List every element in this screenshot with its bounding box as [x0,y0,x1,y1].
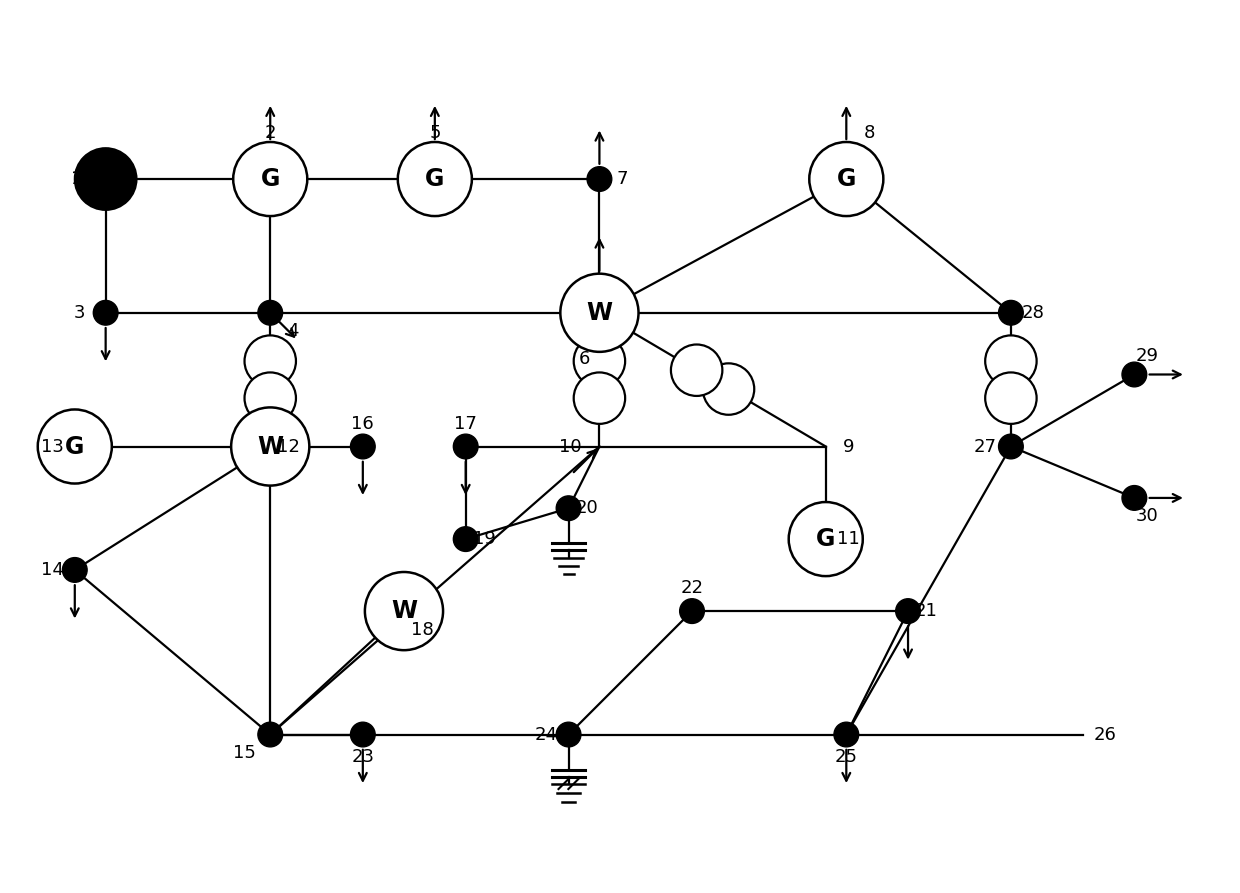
Text: 2: 2 [264,124,277,142]
Circle shape [998,300,1023,325]
Circle shape [258,300,283,325]
Text: G: G [425,167,444,191]
Circle shape [998,434,1023,459]
Text: 20: 20 [575,499,599,517]
Circle shape [986,336,1037,387]
Text: 19: 19 [472,530,496,548]
Text: W: W [587,301,613,325]
Text: 30: 30 [1136,507,1158,525]
Circle shape [244,372,296,424]
Circle shape [258,722,283,747]
Text: 10: 10 [559,438,582,455]
Circle shape [62,557,87,582]
Text: 7: 7 [616,170,627,188]
Text: 13: 13 [41,438,63,455]
Circle shape [1122,486,1147,510]
Text: 25: 25 [835,748,858,766]
Text: 24: 24 [534,725,558,744]
Circle shape [560,273,639,352]
Circle shape [574,372,625,424]
Circle shape [895,598,920,623]
Circle shape [398,142,472,216]
Text: 18: 18 [412,621,434,638]
Circle shape [93,300,118,325]
Circle shape [454,434,479,459]
Text: G: G [260,167,280,191]
Circle shape [454,527,479,552]
Circle shape [703,363,754,414]
Circle shape [810,142,883,216]
Circle shape [557,722,580,747]
Circle shape [233,142,308,216]
Text: 12: 12 [278,438,300,455]
Text: 1: 1 [71,170,83,188]
Circle shape [587,167,611,191]
Circle shape [351,722,376,747]
Circle shape [37,410,112,483]
Circle shape [1122,363,1147,387]
Circle shape [74,148,136,210]
Circle shape [835,722,858,747]
Circle shape [680,598,704,623]
Circle shape [557,496,580,521]
Circle shape [351,434,376,459]
Circle shape [365,572,443,650]
Text: 6: 6 [578,350,590,368]
Text: 16: 16 [351,415,374,433]
Text: 29: 29 [1135,347,1158,365]
Circle shape [231,407,309,486]
Circle shape [789,502,863,576]
Text: 8: 8 [863,124,874,142]
Text: W: W [391,599,417,623]
Circle shape [671,345,723,396]
Text: 14: 14 [41,561,63,579]
Text: 5: 5 [429,124,440,142]
Text: 23: 23 [351,748,374,766]
Text: 27: 27 [973,438,997,455]
Text: G: G [837,167,856,191]
Text: 15: 15 [233,744,255,762]
Text: 26: 26 [1094,725,1117,744]
Text: 3: 3 [74,304,86,321]
Circle shape [986,372,1037,424]
Circle shape [244,336,296,387]
Text: G: G [816,527,836,551]
Text: 28: 28 [1022,304,1045,321]
Text: 21: 21 [915,602,937,620]
Text: W: W [257,435,283,458]
Text: 9: 9 [843,438,854,455]
Circle shape [574,336,625,387]
Text: 17: 17 [454,415,477,433]
Text: G: G [64,435,84,458]
Text: 11: 11 [837,530,859,548]
Text: 4: 4 [288,322,299,340]
Text: 22: 22 [681,580,703,597]
